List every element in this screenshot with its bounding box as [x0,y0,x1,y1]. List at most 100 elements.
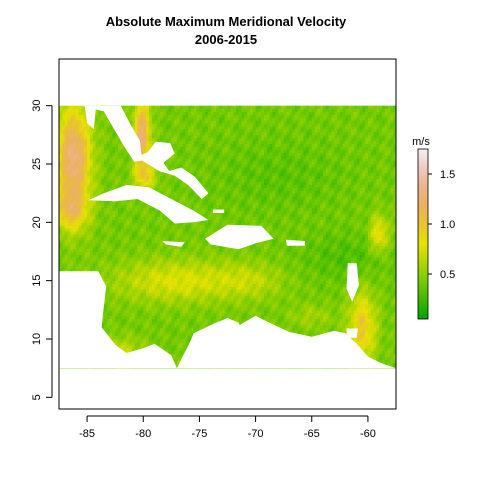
heatmap-cell [185,286,189,290]
heatmap-cell [362,260,366,264]
heatmap-cell [247,309,251,314]
heatmap-cell [381,309,386,314]
heatmap-cell [252,289,256,293]
heatmap-cell [202,274,206,279]
heatmap-cell [272,266,276,270]
heatmap-cell [272,295,276,299]
heatmap-cell [328,304,332,308]
heatmap-cell [193,245,198,249]
heatmap-cell [280,248,285,252]
heatmap-cell [297,283,301,287]
heatmap-cell [286,321,290,325]
heatmap-cell [373,274,377,279]
heatmap-cell [317,295,321,299]
heatmap-cell [182,269,186,273]
heatmap-cell [339,286,344,290]
heatmap-cell [115,295,119,299]
heatmap-cell [393,327,396,331]
heatmap-cell [221,292,226,296]
heatmap-cell [120,312,124,317]
heatmap-cell [157,306,161,311]
heatmap-cell [151,271,155,276]
heatmap-cell [308,274,313,279]
heatmap-cell [230,260,234,264]
heatmap-cell [123,277,127,282]
heatmap-cell [230,289,234,293]
heatmap-cell [362,306,366,311]
heatmap-cell [294,301,299,305]
heatmap-cell [390,263,394,267]
heatmap-cell [365,260,369,264]
heatmap-cell [283,298,287,302]
heatmap-cell [300,269,304,273]
heatmap-cell [112,292,116,296]
heatmap-cell [376,330,380,334]
heatmap-cell [205,280,209,284]
heatmap-cell [185,274,189,279]
heatmap-cell [120,298,124,302]
heatmap-cell [112,336,116,340]
heatmap-cell [202,260,206,264]
heatmap-cell [117,263,122,267]
heatmap-cell [227,280,231,284]
heatmap-cell [188,263,192,267]
heatmap-cell [202,312,206,317]
heatmap-cell [252,274,256,279]
heatmap-cell [117,315,122,319]
heatmap-cell [165,283,169,287]
heatmap-cell [238,304,242,308]
heatmap-cell [325,315,329,319]
heatmap-cell [146,263,150,267]
heatmap-cell [306,271,310,276]
heatmap-cell [286,295,290,299]
heatmap-cell [160,312,164,317]
heatmap-cell [376,292,380,296]
heatmap-cell [109,248,113,252]
heatmap-cell [115,330,119,334]
heatmap-cell [387,339,391,343]
heatmap-cell [292,315,296,319]
heatmap-cell [148,248,153,252]
heatmap-cell [331,260,335,264]
heatmap-cell [219,251,223,255]
heatmap-cell [311,277,315,282]
heatmap-cell [342,327,346,331]
heatmap-cell [117,318,122,322]
heatmap-cell [280,266,285,270]
heatmap-cell [367,292,372,296]
heatmap-cell [292,269,296,273]
heatmap-cell [106,280,110,284]
heatmap-cell [331,301,335,305]
heatmap-cell [303,266,307,270]
heatmap-cell [137,257,141,261]
heatmap-cell [205,251,209,255]
heatmap-cell [160,298,164,302]
heatmap-cell [123,336,127,340]
heatmap-cell [123,301,127,305]
heatmap-cell [373,292,377,296]
heatmap-cell [286,271,290,276]
heatmap-cell [314,318,318,322]
heatmap-cell [202,271,206,276]
heatmap-cell [297,309,301,314]
heatmap-cell [190,292,195,296]
heatmap-cell [342,318,346,322]
heatmap-cell [216,266,220,270]
heatmap-cell [373,251,377,255]
heatmap-cell [278,324,282,328]
heatmap-cell [185,327,189,331]
heatmap-cell [289,327,293,331]
heatmap-cell [182,321,186,325]
heatmap-cell [266,304,271,308]
heatmap-cell [258,301,262,305]
heatmap-cell [367,271,372,276]
heatmap-cell [123,254,127,258]
heatmap-cell [252,309,256,314]
heatmap-cell [303,295,307,299]
heatmap-cell [289,324,293,328]
heatmap-cell [370,315,374,319]
heatmap-cell [171,312,175,317]
heatmap-cell [165,269,169,273]
heatmap-cell [190,304,195,308]
heatmap-cell [272,304,276,308]
